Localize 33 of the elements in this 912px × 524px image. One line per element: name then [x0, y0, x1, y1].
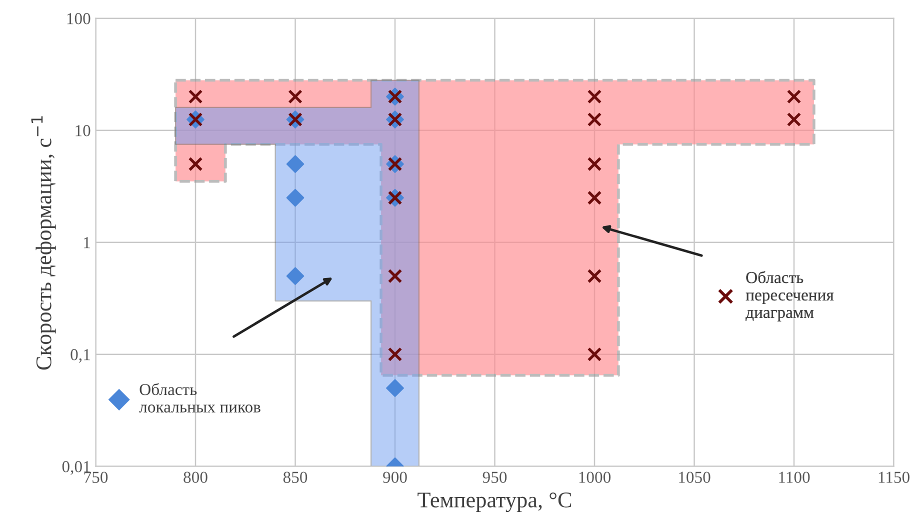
x-tick-label: 1050 [679, 472, 710, 483]
x-tick-label: 800 [184, 472, 208, 483]
point [286, 155, 304, 173]
point [188, 156, 203, 172]
point [188, 89, 203, 104]
y-axis-title: Скорость деформации, с$^{−1}$ [31, 116, 56, 370]
point [587, 112, 602, 127]
y-tick-label: 0,1 [70, 349, 90, 363]
point [388, 347, 402, 362]
point [786, 89, 802, 104]
point [587, 347, 602, 362]
y-tick-label: 10 [76, 125, 90, 136]
y-tick-label: 1 [84, 237, 90, 248]
point [587, 190, 602, 205]
point [386, 379, 404, 397]
x-tick-label: 1100 [779, 472, 810, 483]
legend-label: Область локальных пиков [139, 383, 260, 413]
point [587, 268, 602, 284]
point [286, 188, 304, 207]
point [587, 89, 602, 104]
x-tick-label: 900 [383, 472, 407, 483]
x-tick-label: 1000 [579, 472, 611, 483]
point [786, 112, 802, 127]
point [286, 267, 304, 285]
legend-label: Область пересечения диаграмм [746, 271, 834, 322]
x-tick-label: 950 [482, 472, 507, 483]
x-tick-label: 850 [283, 472, 308, 483]
y-tick-label: 100 [67, 13, 90, 24]
x-axis-title: Температура, °C [418, 492, 572, 512]
point [288, 89, 302, 104]
point [388, 268, 402, 284]
x-tick-label: 1150 [878, 472, 910, 483]
point [587, 156, 602, 172]
